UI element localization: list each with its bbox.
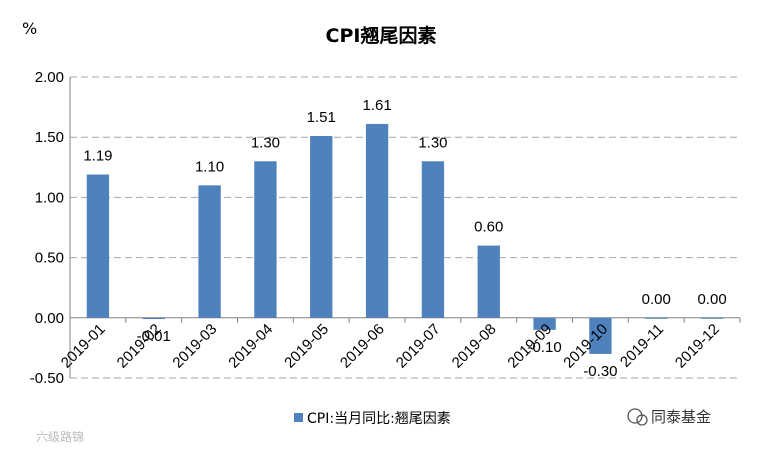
faint-watermark-text: 六级路锦 <box>36 429 84 444</box>
bars <box>86 123 724 354</box>
data-label: -0.10 <box>527 339 561 356</box>
bar-2019-04 <box>254 161 277 318</box>
bar-2019-08 <box>477 245 500 318</box>
x-tick-label: 2019-05 <box>281 321 332 372</box>
data-label: 1.30 <box>418 134 447 151</box>
y-tick-label: 1.50 <box>35 129 64 146</box>
y-tick-label: 0.00 <box>35 310 64 327</box>
data-label: 0.60 <box>474 219 503 236</box>
data-label: -0.01 <box>137 328 171 345</box>
data-label: 1.61 <box>362 97 391 114</box>
y-axis-unit: % <box>22 19 37 38</box>
data-label: 1.51 <box>307 109 336 126</box>
x-tick-label: 2019-06 <box>337 321 388 372</box>
chart-title: CPI翘尾因素 <box>326 24 437 47</box>
gridlines <box>69 76 741 379</box>
brand-watermark: 同泰基金 <box>627 408 711 426</box>
data-label: 0.00 <box>642 291 671 308</box>
data-label: 1.19 <box>83 148 112 165</box>
x-tick-label: 2019-08 <box>449 321 500 372</box>
y-tick-label: -0.50 <box>30 370 64 387</box>
x-tick-label: 2019-01 <box>58 321 109 372</box>
data-label: 0.00 <box>697 291 726 308</box>
data-label: 1.10 <box>195 158 224 175</box>
bar-2019-12 <box>700 317 724 319</box>
faint-watermark: 六级路锦 <box>36 429 84 444</box>
bar-2019-11 <box>645 317 668 319</box>
data-label: -0.30 <box>583 363 617 380</box>
wechat-icon-inner <box>636 414 648 426</box>
bar-2019-06 <box>365 123 389 318</box>
x-tick-label: 2019-07 <box>393 321 444 372</box>
bar-2019-09 <box>533 317 556 330</box>
data-labels: 1.19 -0.01 1.10 1.30 1.51 1.61 1.30 0.60 -0.10 -0… <box>83 97 726 380</box>
legend-swatch <box>294 413 303 422</box>
y-tick-label: 1.00 <box>35 189 64 206</box>
x-tick-label: 2019-03 <box>169 321 220 372</box>
x-tick-label: 2019-12 <box>672 321 723 372</box>
y-tick-label: 2.00 <box>35 69 64 86</box>
y-tick-label: 0.50 <box>35 250 64 267</box>
bar-2019-10 <box>589 317 612 354</box>
x-tick-label: 2019-11 <box>617 321 667 371</box>
bar-2019-01 <box>86 174 110 318</box>
data-label: 1.30 <box>251 134 280 151</box>
x-tick-label: 2019-04 <box>225 321 276 372</box>
bar-2019-05 <box>310 135 333 318</box>
legend-label: CPI:当月同比:翘尾因素 <box>307 411 451 427</box>
y-tick-labels: 2.00 1.50 1.00 0.50 0.00 -0.50 <box>30 69 64 387</box>
x-tick-labels: 2019-01 2019-02 2019-03 2019-04 2019-05 2019-… <box>58 321 723 372</box>
brand-text: 同泰基金 <box>651 408 711 426</box>
bar-2019-07 <box>421 161 445 318</box>
bar-2019-03 <box>198 185 221 318</box>
wechat-icon <box>627 408 643 424</box>
legend: CPI:当月同比:翘尾因素 <box>294 411 451 427</box>
bar-2019-02 <box>142 317 165 320</box>
